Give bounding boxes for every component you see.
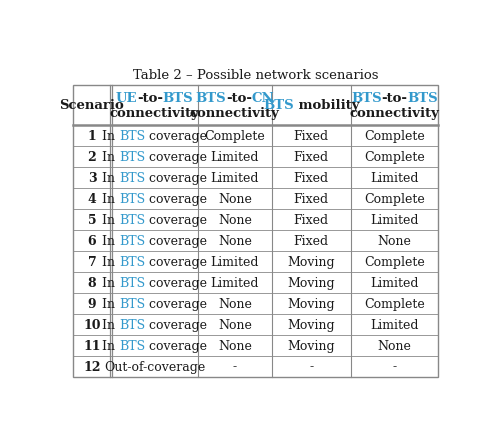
Text: coverage: coverage bbox=[145, 297, 207, 310]
Text: Moving: Moving bbox=[287, 339, 335, 352]
Text: coverage: coverage bbox=[145, 234, 207, 247]
Text: 8: 8 bbox=[88, 276, 96, 289]
Text: mobility: mobility bbox=[294, 99, 359, 112]
Text: In: In bbox=[102, 234, 119, 247]
Text: In: In bbox=[102, 297, 119, 310]
Text: In: In bbox=[102, 276, 119, 289]
Text: 2: 2 bbox=[88, 150, 96, 163]
Text: 11: 11 bbox=[83, 339, 101, 352]
Text: Limited: Limited bbox=[211, 171, 259, 184]
Text: None: None bbox=[218, 234, 252, 247]
Text: coverage: coverage bbox=[145, 276, 207, 289]
Text: In: In bbox=[102, 213, 119, 226]
Text: Moving: Moving bbox=[287, 297, 335, 310]
Text: BTS: BTS bbox=[163, 92, 194, 105]
Text: coverage: coverage bbox=[145, 318, 207, 331]
Text: None: None bbox=[218, 318, 252, 331]
Text: 7: 7 bbox=[88, 255, 96, 268]
Text: UE: UE bbox=[115, 92, 137, 105]
Text: Moving: Moving bbox=[287, 276, 335, 289]
Text: Complete: Complete bbox=[205, 129, 265, 142]
Text: 10: 10 bbox=[83, 318, 101, 331]
Text: In: In bbox=[102, 171, 119, 184]
Text: BTS: BTS bbox=[119, 129, 145, 142]
Text: coverage: coverage bbox=[145, 192, 207, 205]
Text: Complete: Complete bbox=[364, 129, 425, 142]
Text: In: In bbox=[102, 255, 119, 268]
Text: Limited: Limited bbox=[370, 171, 419, 184]
Text: Fixed: Fixed bbox=[294, 192, 329, 205]
Text: In: In bbox=[102, 129, 119, 142]
Text: BTS: BTS bbox=[119, 339, 145, 352]
Text: BTS: BTS bbox=[119, 171, 145, 184]
Text: 1: 1 bbox=[88, 129, 96, 142]
Text: 4: 4 bbox=[88, 192, 96, 205]
Text: Limited: Limited bbox=[211, 276, 259, 289]
Text: None: None bbox=[378, 234, 412, 247]
Text: 5: 5 bbox=[88, 213, 96, 226]
Text: Moving: Moving bbox=[287, 318, 335, 331]
Text: -to-: -to- bbox=[226, 92, 252, 105]
Text: BTS: BTS bbox=[119, 318, 145, 331]
Text: coverage: coverage bbox=[145, 150, 207, 163]
Text: In: In bbox=[102, 318, 119, 331]
Text: Complete: Complete bbox=[364, 192, 425, 205]
Text: Limited: Limited bbox=[211, 150, 259, 163]
Text: None: None bbox=[218, 213, 252, 226]
Text: BTS: BTS bbox=[263, 99, 294, 112]
Text: -: - bbox=[233, 360, 237, 373]
Text: BTS: BTS bbox=[408, 92, 438, 105]
Text: Table 2 – Possible network scenarios: Table 2 – Possible network scenarios bbox=[133, 68, 378, 81]
Text: connectivity: connectivity bbox=[190, 107, 280, 120]
Text: coverage: coverage bbox=[145, 339, 207, 352]
Text: Limited: Limited bbox=[370, 213, 419, 226]
Text: BTS: BTS bbox=[119, 234, 145, 247]
Text: coverage: coverage bbox=[145, 171, 207, 184]
Text: None: None bbox=[218, 297, 252, 310]
Text: Fixed: Fixed bbox=[294, 171, 329, 184]
Text: 3: 3 bbox=[88, 171, 96, 184]
Text: BTS: BTS bbox=[119, 297, 145, 310]
Text: -to-: -to- bbox=[382, 92, 408, 105]
Text: BTS: BTS bbox=[119, 255, 145, 268]
Text: BTS: BTS bbox=[119, 150, 145, 163]
Text: None: None bbox=[218, 192, 252, 205]
Text: In: In bbox=[102, 150, 119, 163]
Text: BTS: BTS bbox=[119, 276, 145, 289]
Text: Complete: Complete bbox=[364, 255, 425, 268]
Text: In: In bbox=[102, 192, 119, 205]
Text: None: None bbox=[218, 339, 252, 352]
Text: coverage: coverage bbox=[145, 213, 207, 226]
Text: Limited: Limited bbox=[370, 276, 419, 289]
Bar bbox=[73, 86, 438, 377]
Text: Limited: Limited bbox=[211, 255, 259, 268]
Text: Moving: Moving bbox=[287, 255, 335, 268]
Text: Fixed: Fixed bbox=[294, 234, 329, 247]
Text: Fixed: Fixed bbox=[294, 150, 329, 163]
Text: In: In bbox=[102, 339, 119, 352]
Text: -: - bbox=[393, 360, 397, 373]
Text: BTS: BTS bbox=[195, 92, 226, 105]
Text: BTS: BTS bbox=[119, 213, 145, 226]
Text: None: None bbox=[378, 339, 412, 352]
Text: Limited: Limited bbox=[370, 318, 419, 331]
Text: BTS: BTS bbox=[119, 192, 145, 205]
Text: Fixed: Fixed bbox=[294, 213, 329, 226]
Text: Out-of-coverage: Out-of-coverage bbox=[104, 360, 205, 373]
Text: 9: 9 bbox=[88, 297, 96, 310]
Text: 12: 12 bbox=[83, 360, 101, 373]
Text: 6: 6 bbox=[88, 234, 96, 247]
Text: connectivity: connectivity bbox=[109, 107, 200, 120]
Text: Scenario: Scenario bbox=[59, 99, 124, 112]
Text: connectivity: connectivity bbox=[350, 107, 440, 120]
Text: Fixed: Fixed bbox=[294, 129, 329, 142]
Text: coverage: coverage bbox=[145, 129, 207, 142]
Text: BTS: BTS bbox=[351, 92, 382, 105]
Text: -: - bbox=[309, 360, 313, 373]
Text: CN: CN bbox=[252, 92, 274, 105]
Text: coverage: coverage bbox=[145, 255, 207, 268]
Text: Complete: Complete bbox=[364, 297, 425, 310]
Text: -to-: -to- bbox=[137, 92, 163, 105]
Text: Complete: Complete bbox=[364, 150, 425, 163]
